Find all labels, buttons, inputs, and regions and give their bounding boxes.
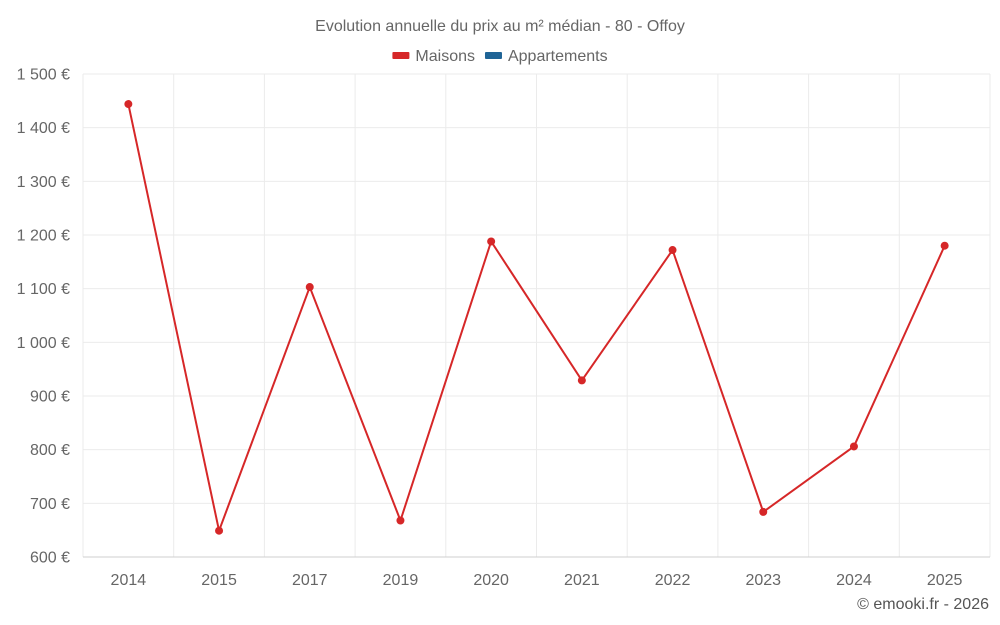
x-tick-label: 2024 <box>836 572 872 589</box>
y-tick-label: 1 200 € <box>17 228 70 245</box>
series <box>124 100 949 535</box>
legend-item-appartements: Appartements <box>484 48 608 65</box>
y-tick-label: 1 000 € <box>17 335 70 352</box>
data-point <box>396 516 405 525</box>
axes: 600 € 700 € 800 € 900 € 1 000 € 1 100 € 1 200 … <box>17 67 990 589</box>
legend: Maisons Appartements <box>392 48 608 65</box>
chart-title: Evolution annuelle du prix au m² médian … <box>315 18 685 35</box>
legend-item-maisons: Maisons <box>392 48 475 65</box>
x-tick-label: 2019 <box>383 572 419 589</box>
x-tick-label: 2021 <box>564 572 600 589</box>
data-point <box>487 237 496 246</box>
y-tick-label: 700 € <box>30 496 70 513</box>
x-tick-label: 2014 <box>111 572 147 589</box>
y-tick-label: 900 € <box>30 389 70 406</box>
data-point <box>759 507 768 516</box>
data-point <box>124 100 133 109</box>
x-tick-label: 2025 <box>927 572 963 589</box>
data-point <box>305 283 314 292</box>
grid <box>82 73 991 557</box>
y-tick-label: 1 100 € <box>17 281 70 298</box>
legend-label: Appartements <box>508 48 608 65</box>
x-tick-label: 2015 <box>201 572 237 589</box>
credit-text: © emooki.fr - 2026 <box>857 596 989 613</box>
data-point <box>577 376 586 385</box>
y-tick-label: 800 € <box>30 442 70 459</box>
series-line-maisons <box>127 103 946 535</box>
y-tick-label: 600 € <box>30 550 70 567</box>
x-tick-label: 2017 <box>292 572 328 589</box>
legend-label: Maisons <box>415 48 475 65</box>
data-point <box>668 246 677 255</box>
data-point <box>849 442 858 451</box>
x-tick-label: 2022 <box>655 572 691 589</box>
x-tick-label: 2023 <box>745 572 781 589</box>
legend-swatch <box>484 52 502 59</box>
y-tick-label: 1 400 € <box>17 120 70 137</box>
x-tick-label: 2020 <box>473 572 509 589</box>
data-point <box>215 526 224 535</box>
y-tick-label: 1 500 € <box>17 67 70 84</box>
y-tick-label: 1 300 € <box>17 174 70 191</box>
legend-swatch <box>392 52 410 59</box>
data-point <box>940 241 949 250</box>
